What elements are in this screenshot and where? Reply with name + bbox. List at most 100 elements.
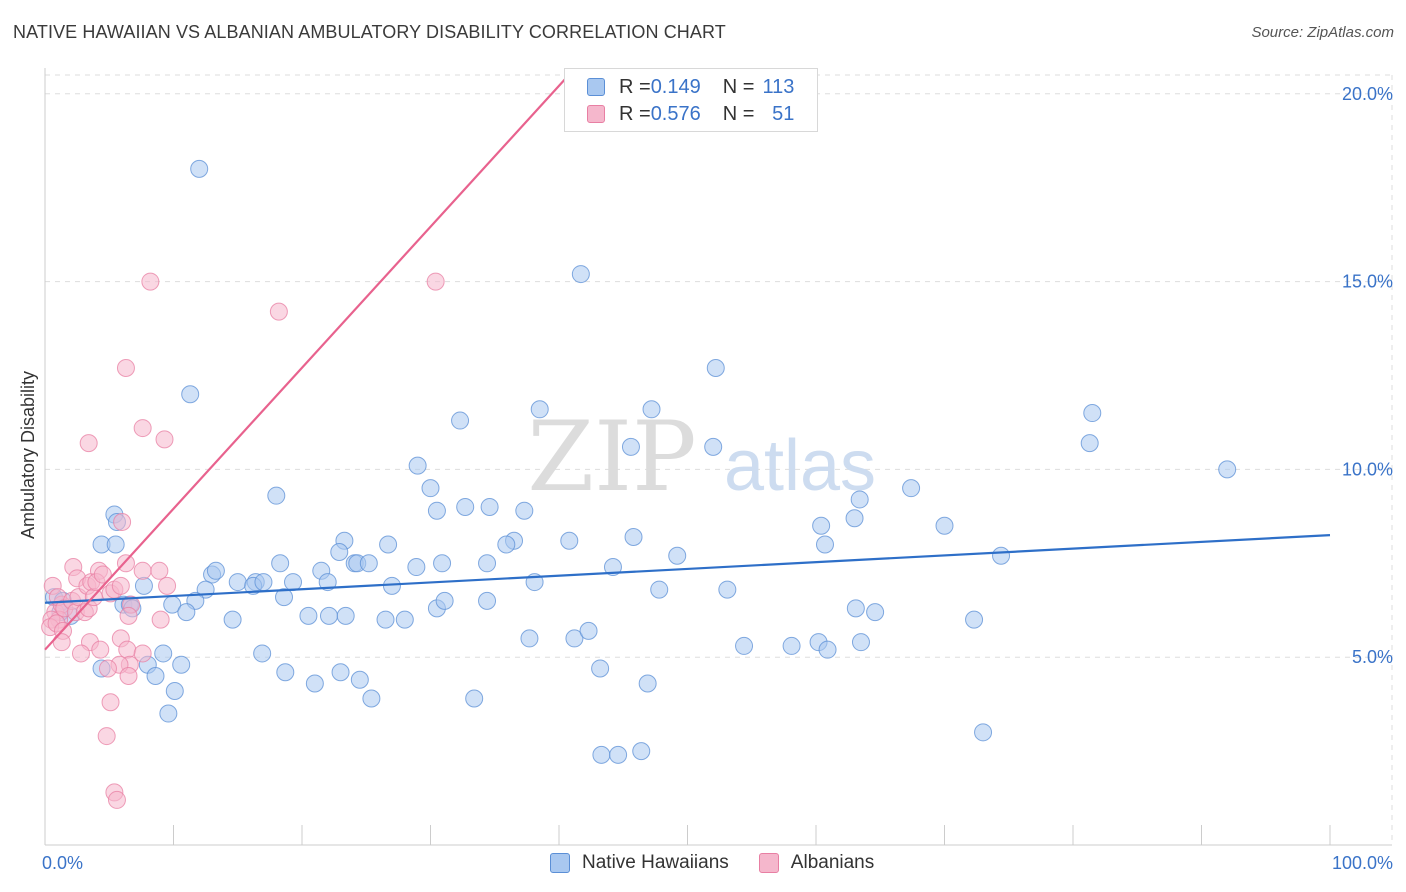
source-credit: Source: ZipAtlas.com	[1251, 24, 1394, 41]
albanian-point	[133, 644, 152, 663]
native-hawaiian-point	[228, 573, 247, 592]
trend-lines	[44, 78, 1331, 651]
x-tick-label: 0.0%	[42, 853, 83, 873]
albanian-point	[119, 606, 138, 625]
albanian-point	[98, 659, 117, 678]
native-hawaiian-point	[560, 531, 579, 550]
swatch-albanians	[587, 105, 605, 123]
native-hawaiian-point	[350, 670, 369, 689]
native-hawaiian-point	[299, 606, 318, 625]
albanian-point	[93, 565, 112, 584]
watermark: ZIP atlas	[527, 401, 876, 513]
albanian-point	[151, 610, 170, 629]
chart-title: NATIVE HAWAIIAN VS ALBANIAN AMBULATORY D…	[13, 22, 726, 42]
native-hawaiian-point	[336, 606, 355, 625]
native-hawaiian-point	[271, 554, 290, 573]
albanian-point	[426, 272, 445, 291]
native-hawaiians-trend-line	[44, 534, 1331, 604]
native-hawaiian-point	[427, 501, 446, 520]
native-hawaiian-point	[704, 437, 723, 456]
native-hawaiian-point	[992, 546, 1011, 565]
legend-label-native-hawaiians: Native Hawaiians	[582, 852, 729, 873]
native-hawaiian-point	[253, 644, 272, 663]
albanian-point	[107, 790, 126, 809]
y-tick-label: 15.0%	[1342, 272, 1393, 292]
native-hawaiian-point	[435, 591, 454, 610]
native-hawaiian-point	[451, 411, 470, 430]
native-hawaiian-point	[846, 599, 865, 618]
native-hawaiian-point	[515, 501, 534, 520]
native-hawaiian-point	[206, 561, 225, 580]
albanian-point	[113, 512, 132, 531]
native-hawaiian-point	[632, 742, 651, 761]
native-hawaiian-point	[267, 486, 286, 505]
native-hawaiian-point	[935, 516, 954, 535]
native-hawaiian-point	[478, 591, 497, 610]
native-hawaiian-point	[318, 573, 337, 592]
native-hawaiian-point	[1083, 404, 1102, 423]
native-hawaiian-point	[330, 543, 349, 562]
albanian-point	[91, 640, 110, 659]
albanian-point	[158, 576, 177, 595]
native-hawaiian-point	[812, 516, 831, 535]
native-hawaiian-point	[177, 603, 196, 622]
native-hawaiian-point	[866, 603, 885, 622]
native-hawaiian-point	[591, 659, 610, 678]
legend-item-albanians: Albanians	[758, 852, 875, 874]
native-hawaiian-point	[362, 689, 381, 708]
albanian-point	[101, 693, 120, 712]
albanian-point	[111, 576, 130, 595]
native-hawaiian-point	[851, 633, 870, 652]
albanians-trend-line	[44, 78, 567, 651]
legend-label-albanians: Albanians	[790, 852, 875, 873]
native-hawaiian-point	[223, 610, 242, 629]
native-hawaiian-point	[1080, 434, 1099, 453]
native-hawaiian-point	[603, 558, 622, 577]
native-hawaiian-point	[395, 610, 414, 629]
native-hawaiian-point	[579, 621, 598, 640]
native-hawaiian-point	[782, 636, 801, 655]
native-hawaiian-point	[181, 385, 200, 404]
native-hawaiian-point	[642, 400, 661, 419]
native-hawaiian-point	[376, 610, 395, 629]
albanian-point	[119, 666, 138, 685]
native-hawaiian-point	[638, 674, 657, 693]
native-hawaiian-point	[609, 745, 628, 764]
native-hawaiian-point	[456, 497, 475, 516]
native-hawaiian-point	[480, 497, 499, 516]
native-hawaiian-point	[565, 629, 584, 648]
native-hawaiian-point	[433, 554, 452, 573]
r-label: R =	[619, 102, 651, 125]
native-hawaiian-point	[159, 704, 178, 723]
albanian-point	[133, 419, 152, 438]
native-hawaiian-point	[718, 580, 737, 599]
watermark-atlas: atlas	[724, 426, 876, 506]
n-label: N =	[722, 102, 755, 125]
native-hawaiian-point	[818, 640, 837, 659]
albanian-point	[71, 644, 90, 663]
native-hawaiian-point	[530, 400, 549, 419]
n-value: 113	[762, 75, 795, 98]
native-hawaiian-point	[735, 636, 754, 655]
albanian-point	[116, 358, 135, 377]
native-hawaiian-point	[465, 689, 484, 708]
native-hawaiian-point	[845, 509, 864, 528]
r-value: 0.576	[650, 102, 701, 125]
x-tick-label: 100.0%	[1332, 853, 1393, 873]
native-hawaiian-point	[650, 580, 669, 599]
n-value: 51	[772, 102, 795, 125]
r-label: R =	[619, 75, 651, 98]
native-hawaiian-point	[668, 546, 687, 565]
stats-legend: R = 0.149 N = 113 R = 0.576 N = 51	[564, 68, 818, 132]
native-hawaiian-point	[974, 723, 993, 742]
legend-swatch-albanians	[758, 853, 779, 873]
native-hawaiian-point	[621, 437, 640, 456]
native-hawaiian-point	[592, 745, 611, 764]
legend-swatch-native-hawaiians	[550, 853, 570, 873]
native-hawaiian-point	[284, 573, 303, 592]
albanian-point	[141, 272, 160, 291]
swatch-native-hawaiians	[587, 78, 605, 96]
native-hawaiian-point	[408, 456, 427, 475]
native-hawaiian-point	[319, 606, 338, 625]
